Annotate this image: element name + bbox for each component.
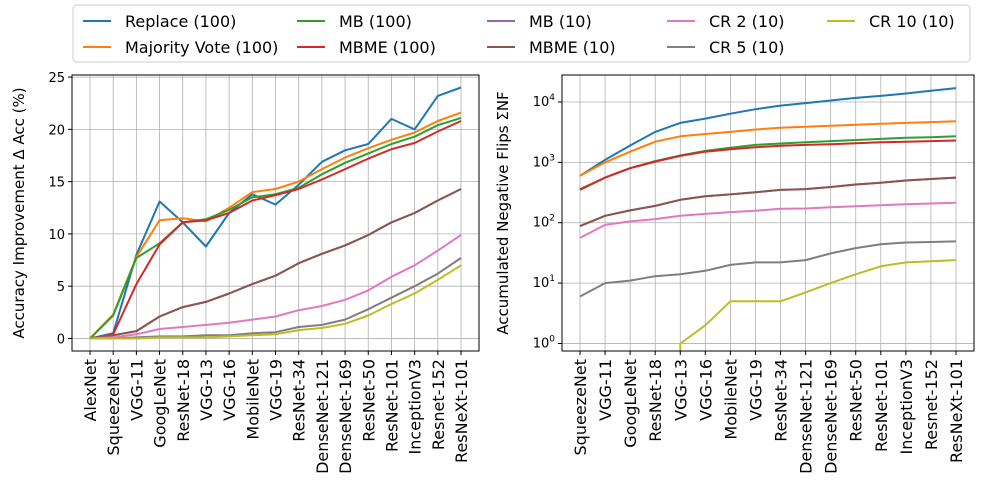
x-tick-label: GoogLeNet <box>621 359 640 448</box>
series-line-mbme-10 <box>579 176 957 228</box>
x-tick-label: VGG-13 <box>671 359 690 421</box>
y-tick-label: 15 <box>48 176 65 191</box>
legend-label-mb-10: MB (10) <box>529 12 592 31</box>
x-tick-label: ResNet-18 <box>646 359 665 442</box>
y-tick-label: 20 <box>48 123 65 138</box>
x-tick-label: ResNet-50 <box>359 359 378 442</box>
y-tick-label: 0 <box>57 332 65 347</box>
series-line-cr-5-10 <box>579 240 957 298</box>
x-tick-label: AlexNet <box>81 359 100 422</box>
x-tick-label: VGG-19 <box>746 359 765 421</box>
legend-label-cr-2-10: CR 2 (10) <box>709 12 784 31</box>
x-tick-label: MobileNet <box>721 359 740 440</box>
legend-label-replace-100: Replace (100) <box>125 12 236 31</box>
y-tick-label: 5 <box>57 280 65 295</box>
x-tick-label: InceptionV3 <box>897 359 916 454</box>
legend-label-cr-10-10: CR 10 (10) <box>869 12 955 31</box>
negative-flips-chart: 100 101 102 103 104 SqueezeNet VGG-11 GoogLeNet… <box>494 74 975 474</box>
series-line-cr-2-10 <box>89 234 462 340</box>
x-tick-label: Resnet-152 <box>922 359 941 450</box>
series-group <box>579 87 957 351</box>
y-tick-label: 101 <box>533 274 555 291</box>
x-tick-label: ResNet-34 <box>772 359 791 442</box>
x-tick-label: SqueezeNet <box>571 359 590 455</box>
y-tick-label: 25 <box>48 71 65 86</box>
accuracy-improvement-chart: 0 5 10 15 20 25 AlexNet SqueezeNet VGG-11 GoogLeN… <box>10 71 480 474</box>
series-line-mbme-10 <box>89 188 462 340</box>
x-tick-label: VGG-19 <box>267 359 286 421</box>
x-tick-label: ResNet-34 <box>290 359 309 442</box>
grid-lines <box>562 75 974 351</box>
legend-label-mbme-10: MBME (10) <box>529 38 616 57</box>
legend-label-cr-5-10: CR 5 (10) <box>709 38 784 57</box>
y-tick-label: 10 <box>48 228 65 243</box>
series-line-replace-100 <box>579 87 957 177</box>
plot-frame <box>561 74 975 352</box>
series-line-cr-10-10 <box>679 259 957 351</box>
x-tick-label: DenseNet-121 <box>797 359 816 474</box>
legend: Replace (100) Majority Vote (100) MB (100)… <box>72 4 971 63</box>
x-tick-label: DenseNet-169 <box>822 359 841 474</box>
series-line-mbme-100 <box>579 139 957 191</box>
series-line-majority-vote-100 <box>89 111 462 340</box>
x-tick-label: ResNet-101 <box>382 359 401 452</box>
x-tick-label: VGG-16 <box>696 359 715 421</box>
y-axis-label: Accuracy Improvement Δ Acc (%) <box>10 87 28 338</box>
legend-label-majority-vote-100: Majority Vote (100) <box>125 38 278 57</box>
y-tick-label: 100 <box>533 334 556 351</box>
grid-lines <box>72 75 479 351</box>
x-tick-label: ResNeXt-101 <box>452 359 471 463</box>
x-tick-label: ResNet-50 <box>847 359 866 442</box>
series-line-mb-10 <box>579 176 957 228</box>
y-axis-label: Accumulated Negative Flips ΣNF <box>494 91 512 334</box>
x-tick-label: DenseNet-121 <box>313 359 332 474</box>
series-line-cr-5-10 <box>90 257 462 340</box>
y-tick-label: 103 <box>533 153 555 170</box>
series-group <box>89 86 462 340</box>
x-tick-label: ResNeXt-101 <box>947 359 966 463</box>
x-tick-label: VGG-11 <box>596 359 615 421</box>
x-tick-label: VGG-16 <box>220 359 239 421</box>
legend-label-mbme-100: MBME (100) <box>339 38 436 57</box>
x-tick-label: DenseNet-169 <box>336 359 355 474</box>
x-tick-label: GoogLeNet <box>151 359 170 448</box>
series-line-mbme-100 <box>89 120 462 340</box>
x-tick-label: VGG-13 <box>197 359 216 421</box>
series-line-majority-vote-100 <box>579 120 957 177</box>
x-tick-label: MobileNet <box>243 359 262 440</box>
series-line-cr-10-10 <box>90 264 462 340</box>
legend-label-mb-100: MB (100) <box>339 12 412 31</box>
y-tick-label: 102 <box>533 214 555 231</box>
y-tick-label: 104 <box>533 93 556 110</box>
x-tick-label: Resnet-152 <box>429 359 448 450</box>
x-tick-label: ResNet-18 <box>174 359 193 442</box>
x-tick-label: SqueezeNet <box>104 359 123 455</box>
series-line-cr-2-10 <box>579 201 957 239</box>
x-tick-label: InceptionV3 <box>406 359 425 454</box>
x-tick-label: ResNet-101 <box>872 359 891 452</box>
series-line-replace-100 <box>89 86 462 340</box>
x-tick-label: VGG-11 <box>127 359 146 421</box>
